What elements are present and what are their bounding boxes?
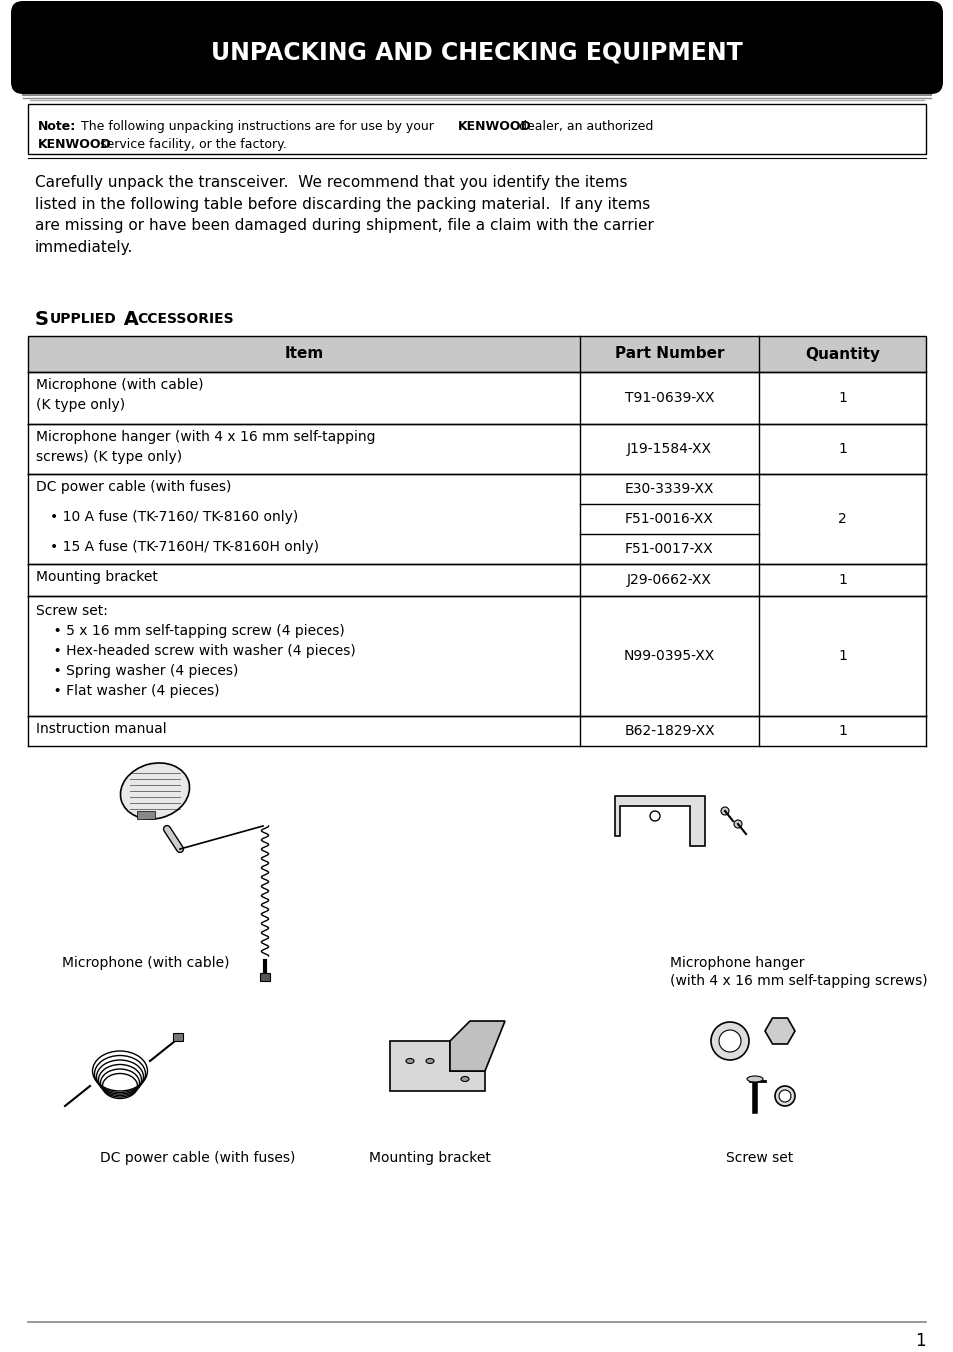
Bar <box>260 973 270 982</box>
Text: E30-3339-XX: E30-3339-XX <box>624 483 714 496</box>
Text: Mounting bracket: Mounting bracket <box>36 571 157 584</box>
Ellipse shape <box>779 1090 790 1102</box>
Text: F51-0016-XX: F51-0016-XX <box>624 512 713 526</box>
Text: • 15 A fuse (TK-7160H/ TK-8160H only): • 15 A fuse (TK-7160H/ TK-8160H only) <box>50 539 318 554</box>
Text: Screw set: Screw set <box>725 1151 793 1165</box>
Text: Part Number: Part Number <box>614 346 723 361</box>
Text: B62-1829-XX: B62-1829-XX <box>623 725 714 738</box>
Ellipse shape <box>719 1030 740 1052</box>
Text: S: S <box>35 310 49 329</box>
Text: Note:: Note: <box>38 120 76 132</box>
Bar <box>172 1033 183 1041</box>
Text: KENWOOD: KENWOOD <box>38 138 112 151</box>
Text: The following unpacking instructions are for use by your: The following unpacking instructions are… <box>73 120 437 132</box>
Text: service facility, or the factory.: service facility, or the factory. <box>96 138 287 151</box>
Text: DC power cable (with fuses): DC power cable (with fuses) <box>36 480 232 493</box>
FancyBboxPatch shape <box>11 1 942 95</box>
Text: 1: 1 <box>915 1332 925 1351</box>
Bar <box>28 104 925 154</box>
Text: Microphone (with cable): Microphone (with cable) <box>63 956 230 969</box>
Ellipse shape <box>710 1022 748 1060</box>
Ellipse shape <box>746 1076 762 1082</box>
Text: J29-0662-XX: J29-0662-XX <box>626 573 711 587</box>
Text: Microphone hanger (with 4 x 16 mm self-tapping
screws) (K type only): Microphone hanger (with 4 x 16 mm self-t… <box>36 430 375 464</box>
Polygon shape <box>615 796 704 846</box>
Text: 1: 1 <box>837 391 846 406</box>
Ellipse shape <box>774 1086 794 1106</box>
Text: A: A <box>117 310 139 329</box>
Text: Screw set:
    • 5 x 16 mm self-tapping screw (4 pieces)
    • Hex-headed screw : Screw set: • 5 x 16 mm self-tapping scre… <box>36 604 355 698</box>
Text: 1: 1 <box>837 725 846 738</box>
Text: Quantity: Quantity <box>804 346 879 361</box>
Text: UNPACKING AND CHECKING EQUIPMENT: UNPACKING AND CHECKING EQUIPMENT <box>211 41 742 65</box>
Text: 2: 2 <box>838 512 846 526</box>
Text: DC power cable (with fuses): DC power cable (with fuses) <box>100 1151 295 1165</box>
Ellipse shape <box>460 1076 469 1082</box>
Bar <box>28 337 925 372</box>
Text: KENWOOD: KENWOOD <box>457 120 531 132</box>
Text: CCESSORIES: CCESSORIES <box>137 312 233 326</box>
Text: 1: 1 <box>837 649 846 662</box>
Text: Item: Item <box>284 346 323 361</box>
Polygon shape <box>390 1041 484 1091</box>
Circle shape <box>733 821 741 827</box>
Polygon shape <box>450 1021 504 1071</box>
Text: F51-0017-XX: F51-0017-XX <box>624 542 713 556</box>
Text: Microphone hanger
(with 4 x 16 mm self-tapping screws): Microphone hanger (with 4 x 16 mm self-t… <box>669 956 926 988</box>
Text: Microphone (with cable)
(K type only): Microphone (with cable) (K type only) <box>36 379 203 411</box>
Ellipse shape <box>120 763 190 819</box>
Circle shape <box>720 807 728 815</box>
Circle shape <box>649 811 659 821</box>
Text: • 10 A fuse (TK-7160/ TK-8160 only): • 10 A fuse (TK-7160/ TK-8160 only) <box>50 510 298 525</box>
Bar <box>137 811 154 819</box>
Text: T91-0639-XX: T91-0639-XX <box>624 391 714 406</box>
Text: 1: 1 <box>837 573 846 587</box>
Polygon shape <box>764 1018 794 1044</box>
Text: Carefully unpack the transceiver.  We recommend that you identify the items
list: Carefully unpack the transceiver. We rec… <box>35 174 653 254</box>
Text: 1: 1 <box>837 442 846 456</box>
Text: dealer, an authorized: dealer, an authorized <box>515 120 653 132</box>
Text: Mounting bracket: Mounting bracket <box>369 1151 491 1165</box>
Text: J19-1584-XX: J19-1584-XX <box>626 442 711 456</box>
Ellipse shape <box>406 1059 414 1064</box>
Ellipse shape <box>426 1059 434 1064</box>
Text: N99-0395-XX: N99-0395-XX <box>623 649 715 662</box>
Text: UPPLIED: UPPLIED <box>50 312 116 326</box>
Text: Instruction manual: Instruction manual <box>36 722 167 735</box>
